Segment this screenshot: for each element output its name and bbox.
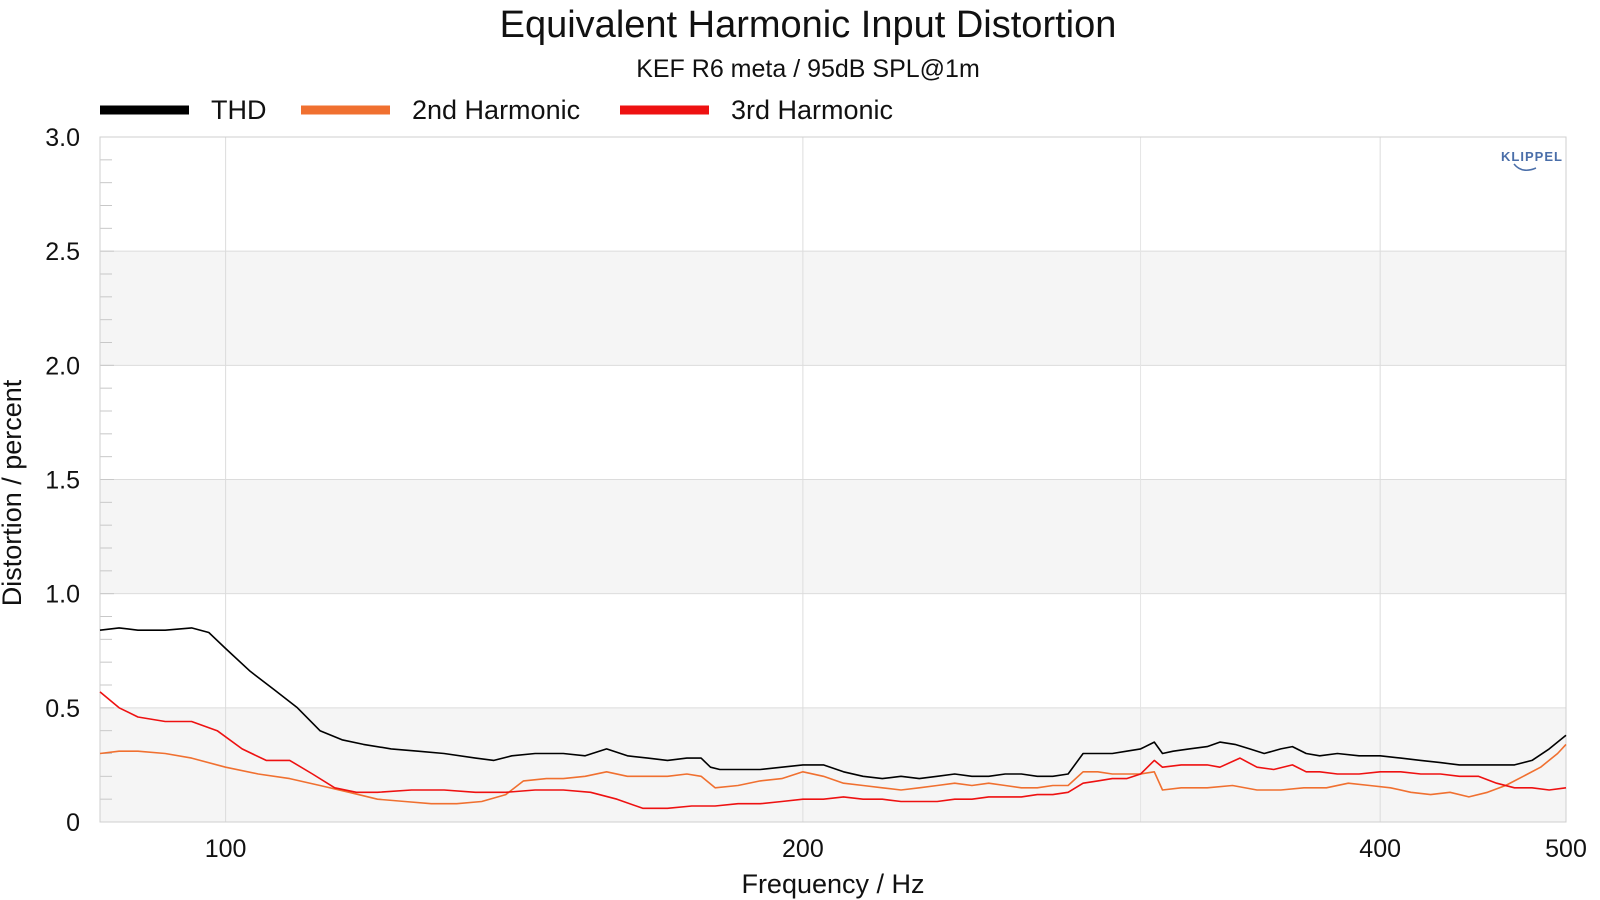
legend-label: 2nd Harmonic: [412, 95, 580, 125]
legend: THD 2nd Harmonic 3rd Harmonic: [100, 95, 893, 125]
legend-label: THD: [211, 95, 267, 125]
x-tick-labels: 100 200 400 500: [205, 835, 1587, 863]
y-tick-labels: 0 0.5 1.0 1.5 2.0 2.5 3.0: [45, 124, 80, 837]
y-axis-label: Distortion / percent: [0, 379, 27, 606]
y-tick-label: 0.5: [45, 695, 80, 723]
y-tick-label: 2.5: [45, 238, 80, 266]
series-line-1: [99, 743, 1567, 805]
plot-frame: [99, 136, 1567, 823]
x-tick-label: 200: [782, 835, 824, 863]
x-tick-label: 400: [1359, 835, 1401, 863]
x-tick-label: 500: [1545, 835, 1587, 863]
y-tick-label: 1.5: [45, 467, 80, 495]
plot-bands: [100, 251, 1566, 822]
plot-band: [100, 251, 1566, 366]
series-line-0: [99, 627, 1567, 780]
legend-label: 3rd Harmonic: [731, 95, 893, 125]
plot-band: [100, 479, 1566, 594]
y-tick-label: 1.0: [45, 581, 80, 609]
x-axis-label: Frequency / Hz: [741, 869, 924, 899]
chart-subtitle: KEF R6 meta / 95dB SPL@1m: [636, 55, 980, 83]
y-tick-label: 0: [66, 809, 80, 837]
plot-band: [100, 707, 1566, 822]
chart-title: Equivalent Harmonic Input Distortion: [500, 4, 1117, 46]
series-group: [99, 627, 1567, 810]
y-tick-label: 2.0: [45, 352, 80, 380]
series-line-2: [99, 691, 1567, 810]
minor-ticks: [100, 136, 114, 823]
klippel-logo-text: KLIPPEL: [1501, 149, 1563, 164]
klippel-logo: KLIPPEL: [1501, 149, 1563, 171]
klippel-logo-swoosh-icon: [1513, 163, 1537, 171]
x-tick-label: 100: [205, 835, 247, 863]
y-tick-label: 3.0: [45, 124, 80, 152]
